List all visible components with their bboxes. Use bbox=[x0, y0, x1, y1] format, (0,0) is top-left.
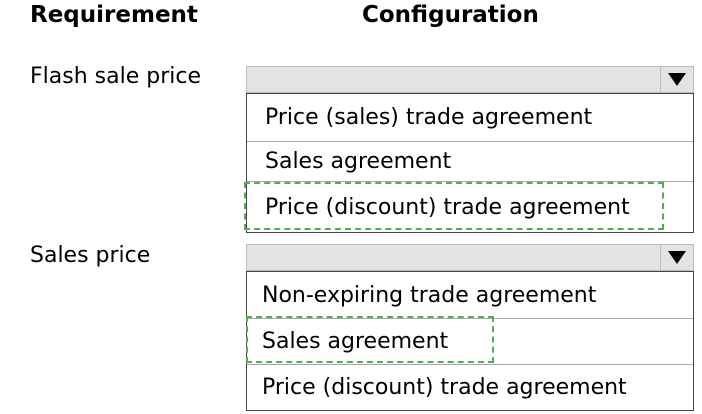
flash-sale-price-label: Flash sale price bbox=[30, 64, 201, 89]
dropdown-arrow-button[interactable] bbox=[660, 67, 693, 92]
option-non-expiring-trade-agreement[interactable]: Non-expiring trade agreement bbox=[247, 272, 693, 319]
flash-sale-price-options: Price (sales) trade agreement Sales agre… bbox=[246, 93, 694, 233]
option-sales-agreement[interactable]: Sales agreement bbox=[247, 319, 693, 365]
flash-sale-price-dropdown[interactable] bbox=[246, 66, 694, 93]
configuration-header: Configuration bbox=[362, 2, 539, 28]
dropdown-arrow-button[interactable] bbox=[660, 245, 693, 270]
sales-price-dropdown[interactable] bbox=[246, 244, 694, 271]
option-price-discount-trade-agreement[interactable]: Price (discount) trade agreement bbox=[262, 375, 627, 400]
sales-price-label: Sales price bbox=[30, 243, 151, 268]
option-price-sales-trade-agreement[interactable]: Price (sales) trade agreement bbox=[247, 94, 693, 142]
option-sales-agreement[interactable]: Sales agreement bbox=[247, 142, 693, 182]
triangle-down-icon bbox=[668, 73, 686, 86]
sales-price-options: Non-expiring trade agreement Sales agree… bbox=[246, 271, 694, 411]
option-price-discount-trade-agreement[interactable]: Price (discount) trade agreement bbox=[265, 194, 630, 220]
requirement-header: Requirement bbox=[30, 2, 198, 28]
triangle-down-icon bbox=[668, 251, 686, 264]
